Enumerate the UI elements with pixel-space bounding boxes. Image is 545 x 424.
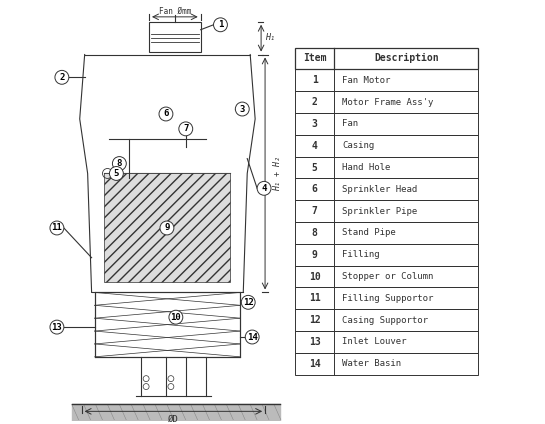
Text: 14: 14 [309,359,320,369]
Text: 7: 7 [183,124,189,134]
Text: 4: 4 [262,184,267,193]
Bar [295,266,478,287]
Text: Fan Motor: Fan Motor [342,76,391,85]
Text: Stand Pipe: Stand Pipe [342,229,396,237]
Text: Hand Hole: Hand Hole [342,163,391,172]
Text: 8: 8 [117,159,122,168]
Text: Casing Supportor: Casing Supportor [342,315,428,325]
Text: 8: 8 [312,228,318,238]
Bar [295,113,478,135]
Text: 5: 5 [114,169,119,178]
Text: Motor Frame Ass'y: Motor Frame Ass'y [342,98,434,106]
Circle shape [257,181,271,195]
Circle shape [160,221,174,235]
Text: 10: 10 [309,271,320,282]
Text: Description: Description [374,53,439,64]
Circle shape [245,330,259,344]
Text: H₁ + H₂: H₁ + H₂ [274,156,282,191]
Text: 12: 12 [309,315,320,325]
Text: 5: 5 [312,162,318,173]
Bar [295,156,478,179]
Text: Sprinkler Pipe: Sprinkler Pipe [342,206,417,216]
Text: Fan Ømm: Fan Ømm [159,6,191,15]
Bar [295,244,478,266]
Text: 4: 4 [312,141,318,151]
Text: 7: 7 [312,206,318,216]
Bar [95,293,240,357]
Bar [295,47,478,70]
Text: 3: 3 [312,119,318,129]
Circle shape [159,107,173,121]
Text: 2: 2 [312,97,318,107]
Text: 12: 12 [243,298,253,307]
Text: 11: 11 [309,293,320,303]
Bar [295,222,478,244]
Bar [295,200,478,222]
Text: Fan: Fan [342,120,359,128]
Text: Inlet Louver: Inlet Louver [342,338,407,346]
Bar [295,70,478,91]
Circle shape [55,70,69,84]
Text: 14: 14 [247,332,258,341]
Text: 10: 10 [171,312,181,322]
Bar [149,22,201,52]
Circle shape [112,156,126,170]
Circle shape [214,18,227,32]
Text: 2: 2 [59,73,64,82]
Text: H₁: H₁ [265,33,275,42]
Bar [295,309,478,331]
Text: 6: 6 [312,184,318,194]
Circle shape [235,102,249,116]
Text: 13: 13 [309,337,320,347]
Circle shape [50,320,64,334]
Text: Casing: Casing [342,141,374,150]
Bar [295,331,478,353]
Bar [295,91,478,113]
Bar [295,353,478,375]
Bar [295,287,478,309]
Text: 13: 13 [52,323,62,332]
Text: 3: 3 [240,105,245,114]
Text: 6: 6 [164,109,168,118]
Text: 9: 9 [164,223,169,232]
Text: Filling: Filling [342,250,380,259]
Text: Stopper or Column: Stopper or Column [342,272,434,281]
Text: Sprinkler Head: Sprinkler Head [342,185,417,194]
Text: ØD: ØD [167,415,178,424]
Circle shape [169,310,183,324]
Text: Water Basin: Water Basin [342,359,402,368]
Circle shape [179,122,193,136]
Text: Item: Item [303,53,326,64]
Text: 9: 9 [312,250,318,260]
Text: 11: 11 [52,223,62,232]
Bar [105,173,231,282]
Circle shape [241,296,255,309]
Circle shape [110,167,123,180]
Text: Filling Supportor: Filling Supportor [342,294,434,303]
Text: 1: 1 [218,20,223,29]
Bar [295,135,478,156]
Circle shape [50,221,64,235]
Bar [295,179,478,200]
Text: 1: 1 [312,75,318,85]
